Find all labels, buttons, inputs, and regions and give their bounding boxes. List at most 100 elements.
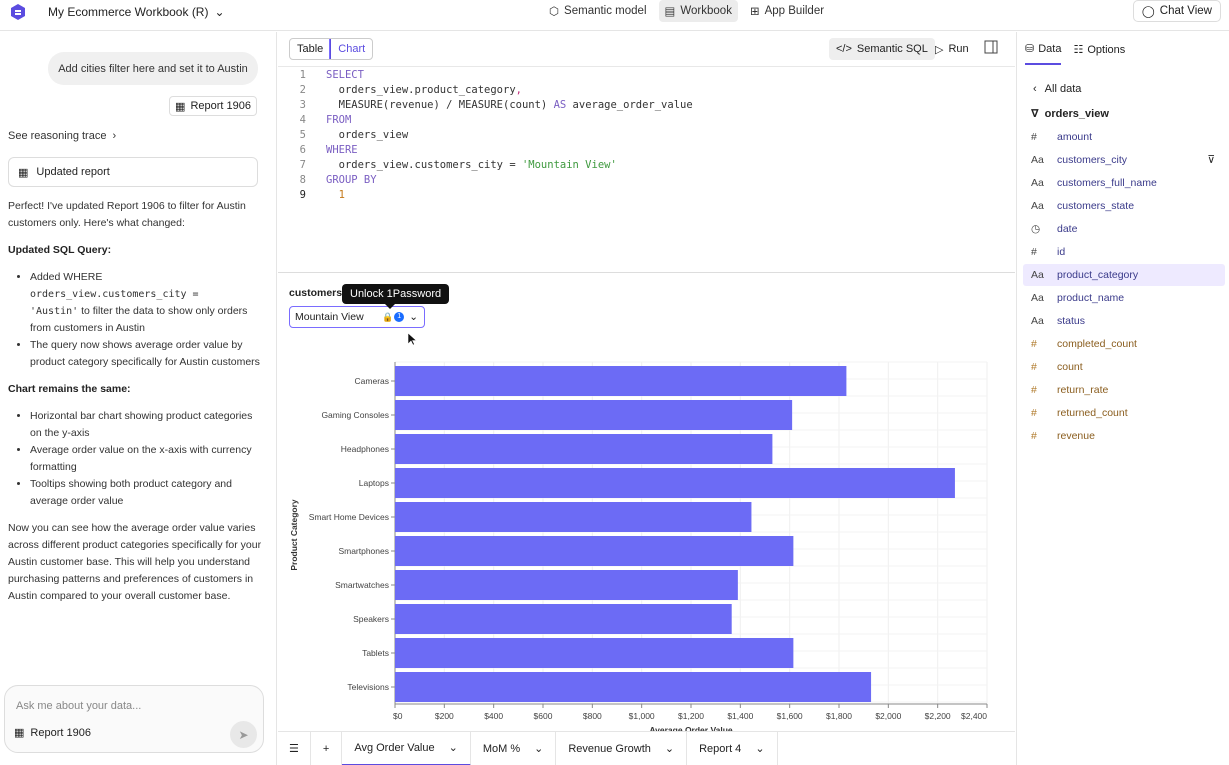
tab-table[interactable]: Table bbox=[297, 43, 324, 55]
view-toggle: Table Chart bbox=[289, 38, 374, 60]
field-date[interactable]: ◷ date bbox=[1023, 218, 1225, 240]
chat-view-button[interactable]: ◯ Chat View bbox=[1132, 0, 1221, 22]
editor-divider[interactable] bbox=[278, 272, 1015, 273]
field-product-name[interactable]: Aa product_name bbox=[1023, 287, 1225, 309]
city-filter-select[interactable]: Mountain View 🔒 1 ⌄ bbox=[289, 306, 425, 328]
text-type-icon: Aa bbox=[1031, 269, 1044, 281]
field-returned-count[interactable]: # returned_count bbox=[1023, 402, 1225, 424]
inline-code: orders_view.customers_city = bbox=[30, 289, 199, 300]
filter-icon[interactable]: ⊽ bbox=[1207, 154, 1215, 166]
x-tick-label: $200 bbox=[435, 711, 454, 721]
nav-semantic-model[interactable]: ⬡ Semantic model bbox=[543, 0, 653, 22]
reply-heading-sql: Updated SQL Query: bbox=[8, 244, 112, 256]
x-tick-label: $600 bbox=[534, 711, 553, 721]
text-type-icon: Aa bbox=[1031, 292, 1044, 304]
field-name: customers_state bbox=[1057, 200, 1135, 212]
chat-panel: Add cities filter here and set it to Aus… bbox=[0, 32, 277, 765]
reasoning-trace-link[interactable]: See reasoning trace › bbox=[8, 130, 116, 142]
all-data-label: All data bbox=[1044, 83, 1082, 95]
field-id[interactable]: # id bbox=[1023, 241, 1225, 263]
field-name: return_rate bbox=[1057, 384, 1109, 396]
list-item: The query now shows average order value … bbox=[30, 337, 263, 371]
bullet-text: Added WHERE bbox=[30, 271, 103, 283]
all-data-link[interactable]: ‹ All data bbox=[1033, 83, 1081, 95]
cube-icon: ⬡ bbox=[549, 6, 560, 18]
tab-report-4[interactable]: Report 4 ⌄ bbox=[687, 731, 778, 765]
tab-data[interactable]: ⛁ Data bbox=[1025, 42, 1062, 65]
bar-smart-home-devices bbox=[395, 502, 752, 532]
updated-report-label: Updated report bbox=[36, 166, 110, 178]
field-name: id bbox=[1057, 246, 1066, 258]
code-line: 5 orders_view bbox=[299, 129, 409, 141]
tab-revenue-growth[interactable]: Revenue Growth ⌄ bbox=[556, 731, 688, 765]
number-type-icon: # bbox=[1031, 361, 1037, 373]
field-completed-count[interactable]: # completed_count bbox=[1023, 333, 1225, 355]
lock-icon: 🔒 bbox=[382, 312, 394, 322]
bar-headphones bbox=[395, 434, 773, 464]
field-name: date bbox=[1057, 223, 1078, 235]
x-tick-label: $1,600 bbox=[777, 711, 803, 721]
reply-intro: Perfect! I've updated Report 1906 to fil… bbox=[8, 200, 246, 229]
chat-input-box[interactable]: Ask me about your data... ▦ Report 1906 ➤ bbox=[4, 685, 264, 753]
field-revenue[interactable]: # revenue bbox=[1023, 425, 1225, 447]
field-product-category[interactable]: Aa product_category bbox=[1023, 264, 1225, 286]
report-chip[interactable]: ▦ Report 1906 bbox=[169, 96, 257, 116]
nav-label: App Builder bbox=[764, 5, 825, 17]
y-tick-label: Tablets bbox=[362, 648, 389, 658]
field-status[interactable]: Aa status bbox=[1023, 310, 1225, 332]
password-manager-icon: 1 bbox=[394, 312, 405, 322]
semantic-sql-button[interactable]: </> Semantic SQL bbox=[829, 38, 935, 60]
nav-app-builder[interactable]: ⊞ App Builder bbox=[744, 0, 830, 22]
tab-mom[interactable]: MoM % ⌄ bbox=[471, 731, 557, 765]
workbook-title-label: My Ecommerce Workbook (R) bbox=[48, 5, 209, 19]
nav-workbook[interactable]: ▤ Workbook bbox=[658, 0, 738, 22]
tab-avg-order-value[interactable]: Avg Order Value ⌄ bbox=[342, 731, 471, 765]
reply-heading-chart: Chart remains the same: bbox=[8, 383, 131, 395]
code-line: 3 MEASURE(revenue) / MEASURE(count) AS a… bbox=[299, 99, 693, 111]
workbook-title[interactable]: My Ecommerce Workbook (R) ⌄ bbox=[48, 5, 225, 19]
plus-icon: + bbox=[322, 742, 330, 755]
bar-laptops bbox=[395, 468, 955, 498]
send-button[interactable]: ➤ bbox=[230, 721, 257, 748]
chat-input[interactable]: Ask me about your data... bbox=[16, 700, 142, 712]
report-icon: ▦ bbox=[175, 100, 186, 113]
tab-chart[interactable]: Chart bbox=[329, 39, 373, 59]
password-icons[interactable]: 🔒 1 bbox=[382, 312, 405, 323]
field-amount[interactable]: # amount bbox=[1023, 126, 1225, 148]
field-return-rate[interactable]: # return_rate bbox=[1023, 379, 1225, 401]
field-customers-full-name[interactable]: Aa customers_full_name bbox=[1023, 172, 1225, 194]
field-count[interactable]: # count bbox=[1023, 356, 1225, 378]
field-name: product_name bbox=[1057, 292, 1125, 304]
field-name: amount bbox=[1057, 131, 1093, 143]
number-type-icon: # bbox=[1031, 384, 1037, 396]
inline-code: 'Austin' bbox=[30, 306, 79, 317]
run-button[interactable]: ▷ Run bbox=[935, 38, 969, 60]
field-customers-state[interactable]: Aa customers_state bbox=[1023, 195, 1225, 217]
send-icon: ➤ bbox=[238, 727, 249, 742]
field-customers-city[interactable]: Aa customers_city ⊽ bbox=[1023, 149, 1225, 171]
code-line: 2 orders_view.product_category, bbox=[299, 84, 522, 96]
view-name-label: orders_view bbox=[1044, 107, 1109, 120]
context-chip[interactable]: ▦ Report 1906 bbox=[14, 726, 91, 740]
toggle-panel-icon[interactable] bbox=[984, 40, 998, 54]
tab-options[interactable]: ☷ Options bbox=[1073, 42, 1125, 65]
app-logo[interactable] bbox=[9, 3, 27, 21]
menu-button[interactable]: ☰ bbox=[278, 731, 311, 765]
x-tick-label: $2,400 bbox=[961, 711, 987, 721]
add-tab-button[interactable]: + bbox=[311, 731, 343, 765]
code-line: 1 SELECT bbox=[299, 69, 364, 81]
text-type-icon: Aa bbox=[1031, 154, 1044, 166]
nav-label: Workbook bbox=[680, 5, 732, 17]
sql-editor[interactable]: 1 SELECT 2 orders_view.product_category, … bbox=[278, 66, 1015, 272]
tab-label: Revenue Growth bbox=[568, 742, 651, 755]
x-tick-label: $0 bbox=[393, 711, 403, 721]
filter-label: customers bbox=[289, 287, 343, 299]
report-tabs-bar: ☰ + Avg Order Value ⌄ MoM % ⌄ Revenue Grow… bbox=[278, 731, 1015, 765]
updated-report-card[interactable]: ▦ Updated report bbox=[8, 157, 258, 187]
top-bar: My Ecommerce Workbook (R) ⌄ ⬡ Semantic mod… bbox=[0, 0, 1229, 31]
bar-chart: Cameras Gaming Consoles Headphones Laptops S… bbox=[289, 361, 988, 732]
number-type-icon: # bbox=[1031, 407, 1037, 419]
reasoning-label: See reasoning trace bbox=[8, 130, 107, 142]
view-icon: ∇ bbox=[1031, 108, 1039, 120]
database-icon: ⛁ bbox=[1025, 43, 1035, 55]
